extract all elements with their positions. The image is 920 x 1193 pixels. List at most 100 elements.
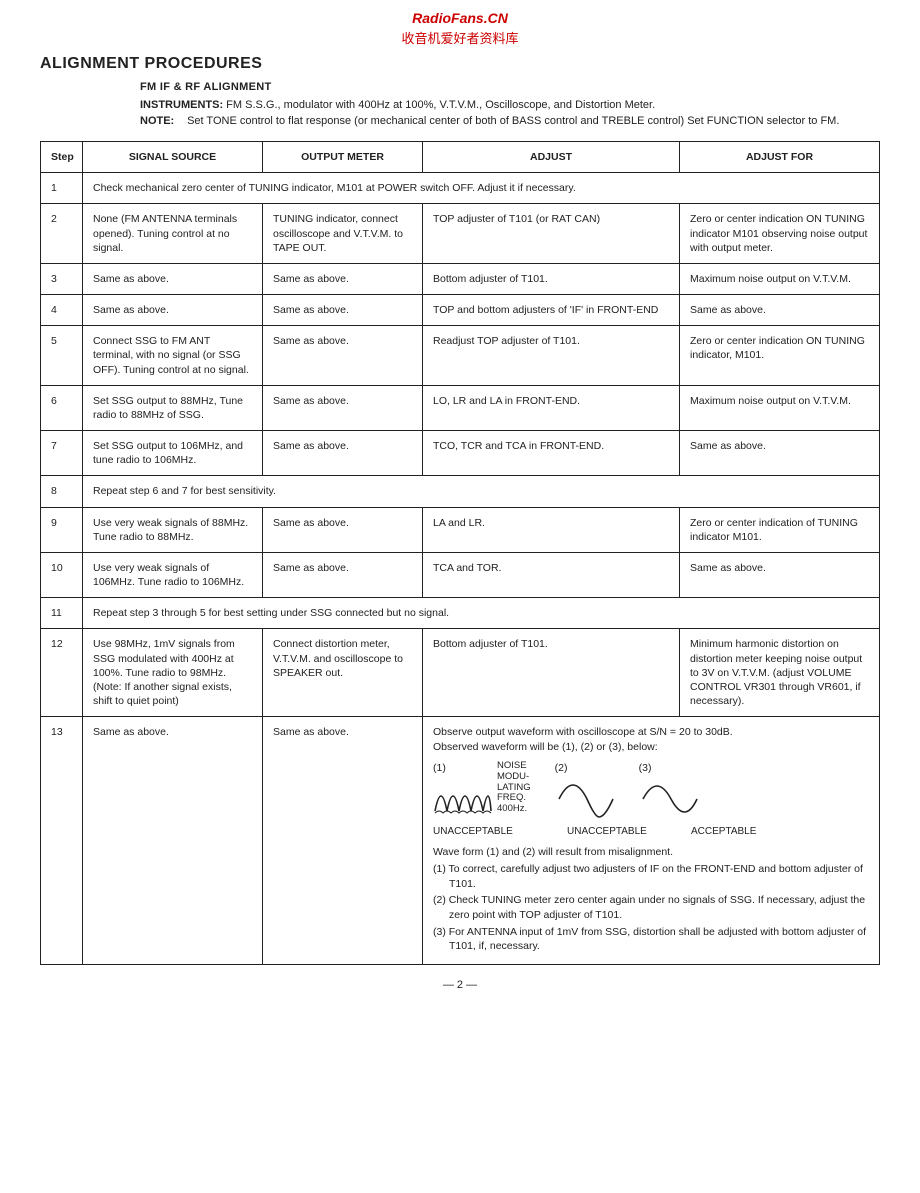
table-row: 8 Repeat step 6 and 7 for best sensitivi… bbox=[41, 476, 880, 507]
table-row: 5 Connect SSG to FM ANT terminal, with n… bbox=[41, 326, 880, 386]
note-label: NOTE: bbox=[140, 115, 184, 127]
step-number: 8 bbox=[41, 476, 83, 507]
signal-source-cell: Connect SSG to FM ANT terminal, with no … bbox=[83, 326, 263, 386]
wave-caption-1: UNACCEPTABLE bbox=[433, 825, 543, 839]
adjust-for-cell: Maximum noise output on V.T.V.M. bbox=[680, 263, 880, 294]
output-meter-cell: Same as above. bbox=[263, 431, 423, 476]
step-number: 13 bbox=[41, 717, 83, 965]
step-number: 12 bbox=[41, 629, 83, 717]
adjust-for-cell: Zero or center indication ON TUNING indi… bbox=[680, 204, 880, 264]
step-number: 6 bbox=[41, 385, 83, 430]
table-row: 4 Same as above. Same as above. TOP and … bbox=[41, 295, 880, 326]
output-meter-cell: Same as above. bbox=[263, 507, 423, 552]
watermark-line-1: RadioFans.CN bbox=[40, 10, 880, 26]
waveform-captions: UNACCEPTABLE UNACCEPTABLE ACCEPTABLE bbox=[433, 825, 869, 839]
header-adjust: ADJUST bbox=[423, 142, 680, 173]
instruments-label: INSTRUMENTS: bbox=[140, 99, 223, 111]
sub-heading: FM IF & RF ALIGNMENT bbox=[140, 81, 880, 93]
watermark-header: RadioFans.CN 收音机爱好者资料库 bbox=[40, 10, 880, 47]
wave-number-2: (2) bbox=[555, 761, 568, 776]
table-row: 7 Set SSG output to 106MHz, and tune rad… bbox=[41, 431, 880, 476]
wave-note-1: (1) To correct, carefully adjust two adj… bbox=[449, 862, 869, 891]
output-meter-cell: Connect distortion meter, V.T.V.M. and o… bbox=[263, 629, 423, 717]
table-row: 13 Same as above. Same as above. Observe… bbox=[41, 717, 880, 965]
wave-note-2: (2) Check TUNING meter zero center again… bbox=[449, 893, 869, 922]
adjust-cell: Bottom adjuster of T101. bbox=[423, 263, 680, 294]
step-number: 3 bbox=[41, 263, 83, 294]
header-signal-source: SIGNAL SOURCE bbox=[83, 142, 263, 173]
adjust-cell: Readjust TOP adjuster of T101. bbox=[423, 326, 680, 386]
wave-labels: NOISE MODU- LATING FREQ. 400Hz. bbox=[497, 761, 531, 816]
output-meter-cell: Same as above. bbox=[263, 717, 423, 965]
wave-number-3: (3) bbox=[639, 761, 652, 776]
output-meter-cell: Same as above. bbox=[263, 552, 423, 597]
waveform-icon bbox=[433, 775, 493, 819]
adjust-for-cell: Same as above. bbox=[680, 431, 880, 476]
waveform-content: Observe output waveform with oscilloscop… bbox=[433, 725, 869, 954]
header-step: Step bbox=[41, 142, 83, 173]
table-row: 10 Use very weak signals of 106MHz. Tune… bbox=[41, 552, 880, 597]
span-cell: Repeat step 3 through 5 for best setting… bbox=[83, 598, 880, 629]
adjust-cell: LO, LR and LA in FRONT-END. bbox=[423, 385, 680, 430]
header-output-meter: OUTPUT METER bbox=[263, 142, 423, 173]
signal-source-cell: Set SSG output to 88MHz, Tune radio to 8… bbox=[83, 385, 263, 430]
step-number: 1 bbox=[41, 173, 83, 204]
adjust-for-cell: Same as above. bbox=[680, 295, 880, 326]
table-row: 1 Check mechanical zero center of TUNING… bbox=[41, 173, 880, 204]
waveform-figure-2: (2) bbox=[555, 761, 615, 822]
adjust-cell: TCO, TCR and TCA in FRONT-END. bbox=[423, 431, 680, 476]
step-number: 9 bbox=[41, 507, 83, 552]
signal-source-cell: Set SSG output to 106MHz, and tune radio… bbox=[83, 431, 263, 476]
step-number: 2 bbox=[41, 204, 83, 264]
table-row: 3 Same as above. Same as above. Bottom a… bbox=[41, 263, 880, 294]
signal-source-cell: Same as above. bbox=[83, 295, 263, 326]
adjust-cell: TCA and TOR. bbox=[423, 552, 680, 597]
output-meter-cell: TUNING indicator, connect oscilloscope a… bbox=[263, 204, 423, 264]
span-cell: Repeat step 6 and 7 for best sensitivity… bbox=[83, 476, 880, 507]
wave-intro-1: Observe output waveform with oscilloscop… bbox=[433, 725, 869, 740]
table-row: 6 Set SSG output to 88MHz, Tune radio to… bbox=[41, 385, 880, 430]
signal-source-cell: Use very weak signals of 88MHz. Tune rad… bbox=[83, 507, 263, 552]
watermark-line-2: 收音机爱好者资料库 bbox=[40, 28, 880, 47]
signal-source-cell: None (FM ANTENNA terminals opened). Tuni… bbox=[83, 204, 263, 264]
output-meter-cell: Same as above. bbox=[263, 385, 423, 430]
wave-number-1: (1) bbox=[433, 762, 446, 774]
adjust-for-cell: Minimum harmonic distortion on distortio… bbox=[680, 629, 880, 717]
table-row: 2 None (FM ANTENNA terminals opened). Tu… bbox=[41, 204, 880, 264]
table-header-row: Step SIGNAL SOURCE OUTPUT METER ADJUST A… bbox=[41, 142, 880, 173]
adjust-cell: Bottom adjuster of T101. bbox=[423, 629, 680, 717]
waveform-icon bbox=[555, 777, 615, 821]
table-row: 11 Repeat step 3 through 5 for best sett… bbox=[41, 598, 880, 629]
signal-source-cell: Use 98MHz, 1mV signals from SSG modulate… bbox=[83, 629, 263, 717]
note-block: NOTE: Set TONE control to flat response … bbox=[140, 115, 880, 127]
adjust-for-cell: Same as above. bbox=[680, 552, 880, 597]
wave-caption-3: ACCEPTABLE bbox=[691, 825, 756, 839]
output-meter-cell: Same as above. bbox=[263, 326, 423, 386]
signal-source-cell: Use very weak signals of 106MHz. Tune ra… bbox=[83, 552, 263, 597]
sub-heading-block: FM IF & RF ALIGNMENT INSTRUMENTS: FM S.S… bbox=[140, 81, 880, 111]
output-meter-cell: Same as above. bbox=[263, 263, 423, 294]
signal-source-cell: Same as above. bbox=[83, 717, 263, 965]
waveform-cell: Observe output waveform with oscilloscop… bbox=[423, 717, 880, 965]
waveform-notes: Wave form (1) and (2) will result from m… bbox=[433, 845, 869, 954]
step-number: 10 bbox=[41, 552, 83, 597]
adjust-cell: TOP and bottom adjusters of 'IF' in FRON… bbox=[423, 295, 680, 326]
table-row: 9 Use very weak signals of 88MHz. Tune r… bbox=[41, 507, 880, 552]
wave-note-0: Wave form (1) and (2) will result from m… bbox=[433, 845, 869, 860]
page-number: — 2 — bbox=[40, 979, 880, 991]
instruments-text: FM S.S.G., modulator with 400Hz at 100%,… bbox=[226, 99, 655, 111]
adjust-for-cell: Maximum noise output on V.T.V.M. bbox=[680, 385, 880, 430]
step-number: 7 bbox=[41, 431, 83, 476]
span-cell: Check mechanical zero center of TUNING i… bbox=[83, 173, 880, 204]
adjust-for-cell: Zero or center indication of TUNING indi… bbox=[680, 507, 880, 552]
step-number: 5 bbox=[41, 326, 83, 386]
main-heading: ALIGNMENT PROCEDURES bbox=[40, 55, 880, 73]
header-adjust-for: ADJUST FOR bbox=[680, 142, 880, 173]
note-text: Set TONE control to flat response (or me… bbox=[187, 115, 879, 127]
waveform-figures: (1) NOISE MODU- LATING FREQ. 400Hz. bbox=[433, 761, 869, 822]
table-row: 12 Use 98MHz, 1mV signals from SSG modul… bbox=[41, 629, 880, 717]
waveform-figure-3: (3) bbox=[639, 761, 699, 822]
wave-note-3: (3) For ANTENNA input of 1mV from SSG, d… bbox=[449, 925, 869, 954]
waveform-icon bbox=[639, 777, 699, 821]
adjust-for-cell: Zero or center indication ON TUNING indi… bbox=[680, 326, 880, 386]
